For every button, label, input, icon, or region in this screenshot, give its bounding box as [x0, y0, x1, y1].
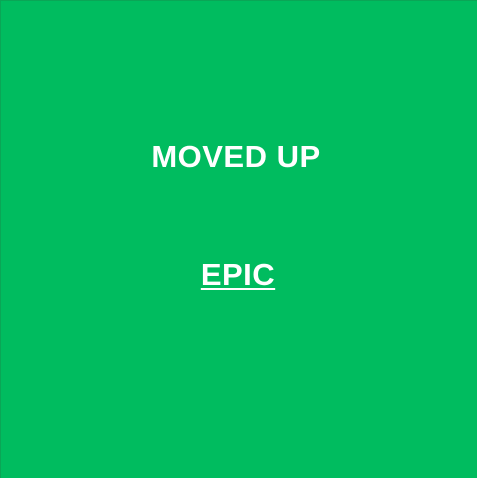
- epic-link[interactable]: EPIC: [200, 257, 276, 292]
- status-message: MOVED UP: [151, 139, 321, 174]
